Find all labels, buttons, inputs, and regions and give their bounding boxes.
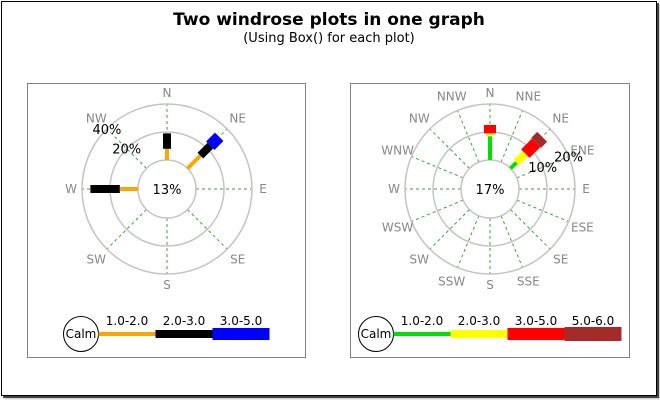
direction-label: E [259,182,267,196]
windrose-svg: N NE E SE S SW W NW 20% 40% 13% Calm 1.0-2.0 2.0-3.0 3… [63,86,270,352]
center-percent-label: 17% [476,183,505,198]
windrose-bar-segment [513,150,529,166]
windrose-bar [484,125,496,160]
legend-bin-swatch [212,328,270,340]
legend-calm-label: Calm [66,327,97,341]
windrose-bar-segment [206,132,224,150]
windrose-bar [90,185,138,193]
windrose-bar-segment [119,187,138,191]
windrose-bar-segment [488,136,492,160]
windrose-bar-segment [186,154,202,170]
direction-label: SSW [438,274,465,288]
legend-bin-swatch [450,330,508,338]
legend-bin-label: 2.0-3.0 [163,314,206,328]
direction-label: E [582,182,590,196]
ring-circle [404,103,576,275]
windrose-bar-segment [484,125,496,134]
windrose-bar [186,132,224,170]
windrose-bar-segment [521,138,541,158]
legend-bin-label: 3.0-5.0 [220,314,263,328]
legend-bin-label: 1.0-2.0 [401,314,444,328]
direction-label: NNW [437,90,467,104]
direction-label: W [388,182,400,196]
legend-bin-swatch [564,327,622,341]
legend-bin-label: 1.0-2.0 [106,314,149,328]
legend-calm-label: Calm [361,327,392,341]
windrose-bar-segment [165,148,169,160]
direction-label: SW [410,253,430,267]
windrose-bar-segment [90,185,120,193]
direction-label: NE [552,111,569,125]
windrose-bar [163,133,171,160]
ring-percent-label: 10% [528,161,557,176]
direction-label: WNW [381,144,414,158]
center-percent-label: 13% [153,183,182,198]
legend-bin-swatch [155,330,213,338]
direction-label: WSW [382,220,413,234]
figure-subtitle: (Using Box() for each plot) [243,31,415,46]
direction-label: SE [553,253,568,267]
direction-label: N [163,86,172,100]
direction-label: SW [87,253,107,267]
direction-label: ESE [571,220,594,234]
windrose-plot-right: N NNE NE ENE E ESE SE SSE S SSW SW WSW W WNW NW NNW 10% 2… [350,83,630,358]
direction-label: NW [86,111,107,125]
windrose-bar [509,131,548,170]
direction-label: NE [229,111,246,125]
legend-bin-swatch [393,332,451,336]
direction-label: S [486,278,494,292]
legend-bin-swatch [98,332,156,336]
legend-bin-label: 5.0-6.0 [572,314,615,328]
ring-percent-label: 20% [554,150,583,165]
windrose-bar-segment [163,133,171,149]
ring-percent-label: 40% [92,123,121,138]
direction-label: SSE [517,274,540,288]
figure-title: Two windrose plots in one graph [173,10,485,30]
direction-label: NNE [515,90,541,104]
legend-bin-label: 3.0-5.0 [515,314,558,328]
legend-bin-label: 2.0-3.0 [458,314,501,328]
direction-label: ENE [570,144,594,158]
direction-label: NW [409,111,430,125]
direction-label: W [65,182,77,196]
ring-percent-label: 20% [112,143,141,158]
ring-circle [81,103,253,275]
direction-label: SE [230,253,245,267]
windrose-bar-segment [486,133,494,137]
windrose-bar-segment [531,131,548,148]
direction-label: S [163,278,171,292]
legend-bin-swatch [507,328,565,340]
direction-label: N [486,86,495,100]
windrose-plot-left: N NE E SE S SW W NW 20% 40% 13% Calm 1.0-2.0 2.0-3.0 3… [27,83,306,358]
windrose-svg: N NNENEENEEESESESSESSSWSWWSWWWNWNWNNW10%2… [358,86,622,352]
windrose-bar-segment [197,142,214,159]
windrose-bar-segment [509,161,518,170]
